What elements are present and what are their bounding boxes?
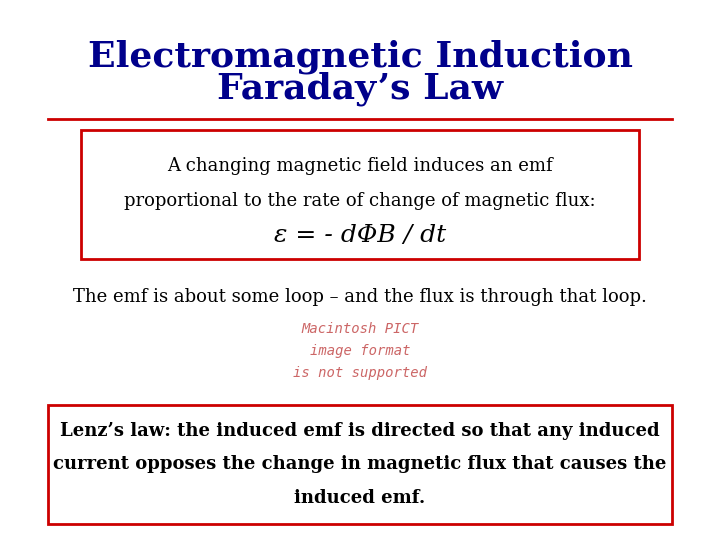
Text: current opposes the change in magnetic flux that causes the: current opposes the change in magnetic f… xyxy=(53,455,667,474)
Text: proportional to the rate of change of magnetic flux:: proportional to the rate of change of ma… xyxy=(124,192,596,210)
Text: Faraday’s Law: Faraday’s Law xyxy=(217,72,503,106)
Text: induced emf.: induced emf. xyxy=(294,489,426,507)
FancyBboxPatch shape xyxy=(81,130,639,259)
Text: is not supported: is not supported xyxy=(293,366,427,380)
FancyBboxPatch shape xyxy=(48,405,672,524)
Text: Lenz’s law: the induced emf is directed so that any induced: Lenz’s law: the induced emf is directed … xyxy=(60,422,660,440)
Text: Macintosh PICT: Macintosh PICT xyxy=(302,322,418,336)
Text: The emf is about some loop – and the flux is through that loop.: The emf is about some loop – and the flu… xyxy=(73,288,647,306)
Text: Electromagnetic Induction: Electromagnetic Induction xyxy=(88,39,632,74)
Text: image format: image format xyxy=(310,344,410,358)
Text: ε = - dΦB / dt: ε = - dΦB / dt xyxy=(274,225,446,247)
Text: A changing magnetic field induces an emf: A changing magnetic field induces an emf xyxy=(167,157,553,175)
